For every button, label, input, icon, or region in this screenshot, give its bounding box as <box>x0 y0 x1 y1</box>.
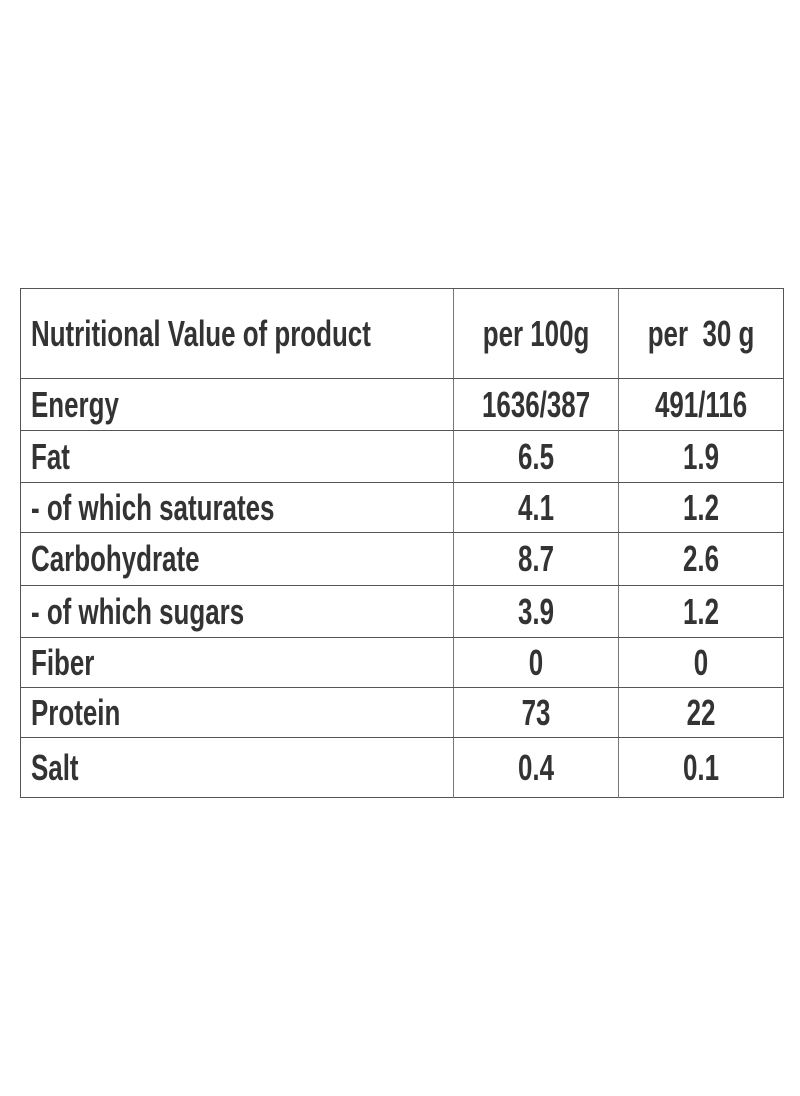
table-row: Carbohydrate 8.7 2.6 <box>21 532 783 585</box>
cell-text: 2.6 <box>682 538 720 579</box>
table-cell: 0.1 <box>618 738 783 798</box>
table-cell: 4.1 <box>453 483 618 532</box>
table-row: Fat 6.5 1.9 <box>21 430 783 482</box>
table-cell: 73 <box>453 688 618 737</box>
cell-text: Fiber <box>31 641 95 683</box>
cell-text: 0.1 <box>682 747 720 788</box>
table-cell: 491/116 <box>618 379 783 430</box>
table-cell: 2.6 <box>618 533 783 585</box>
cell-text: 6.5 <box>517 435 555 477</box>
table-cell: 6.5 <box>453 431 618 482</box>
table-cell: per 30 g <box>618 289 783 378</box>
table-cell: Salt <box>21 738 453 798</box>
table-cell: Nutritional Value of product <box>21 289 453 378</box>
table-cell: Fiber <box>21 638 453 687</box>
cell-text: - of which sugars <box>31 590 245 632</box>
header-text: Nutritional Value of product <box>31 312 371 354</box>
cell-text: 4.1 <box>517 486 555 528</box>
table-cell: 3.9 <box>453 586 618 637</box>
cell-text: 0.4 <box>517 747 555 788</box>
table-cell: - of which sugars <box>21 586 453 637</box>
cell-text: 3.9 <box>517 590 555 632</box>
header-row: Nutritional Value of product per 100g per … <box>21 289 783 378</box>
table-cell: 0.4 <box>453 738 618 798</box>
cell-text: 1.2 <box>682 486 720 528</box>
table-cell: Carbohydrate <box>21 533 453 585</box>
table-row: - of which saturates 4.1 1.2 <box>21 482 783 532</box>
table-cell: 1.9 <box>618 431 783 482</box>
cell-text: 1.2 <box>682 590 720 632</box>
table-cell: Fat <box>21 431 453 482</box>
table-cell: Protein <box>21 688 453 737</box>
header-text: per 100g <box>482 312 590 354</box>
cell-text: 1.9 <box>682 435 720 477</box>
table-cell: 0 <box>618 638 783 687</box>
cell-text: 73 <box>521 691 551 733</box>
cell-text: Protein <box>31 691 121 733</box>
table-row: Energy 1636/387 491/116 <box>21 378 783 430</box>
cell-text: 491/116 <box>654 383 748 425</box>
cell-text: Fat <box>31 435 70 477</box>
table-cell: per 100g <box>453 289 618 378</box>
cell-text: 22 <box>686 691 716 733</box>
table-cell: 0 <box>453 638 618 687</box>
nutrition-table: Nutritional Value of product per 100g per … <box>20 288 784 798</box>
table-cell: 8.7 <box>453 533 618 585</box>
table-cell: 1.2 <box>618 483 783 532</box>
table-cell: - of which saturates <box>21 483 453 532</box>
cell-text: Salt <box>31 747 79 788</box>
cell-text: 0 <box>693 641 709 683</box>
table-cell: Energy <box>21 379 453 430</box>
cell-text: 0 <box>528 641 544 683</box>
cell-text: Energy <box>31 383 119 425</box>
cell-text: - of which saturates <box>31 486 275 528</box>
cell-text: 1636/387 <box>481 383 591 425</box>
table-cell: 22 <box>618 688 783 737</box>
table-row: - of which sugars 3.9 1.2 <box>21 585 783 637</box>
table-row: Salt 0.4 0.1 <box>21 737 783 798</box>
cell-text: Carbohydrate <box>31 538 200 579</box>
table-cell: 1.2 <box>618 586 783 637</box>
cell-text: 8.7 <box>517 538 555 579</box>
header-text: per 30 g <box>647 312 755 354</box>
table-row: Protein 73 22 <box>21 687 783 737</box>
table-row: Fiber 0 0 <box>21 637 783 687</box>
table-cell: 1636/387 <box>453 379 618 430</box>
